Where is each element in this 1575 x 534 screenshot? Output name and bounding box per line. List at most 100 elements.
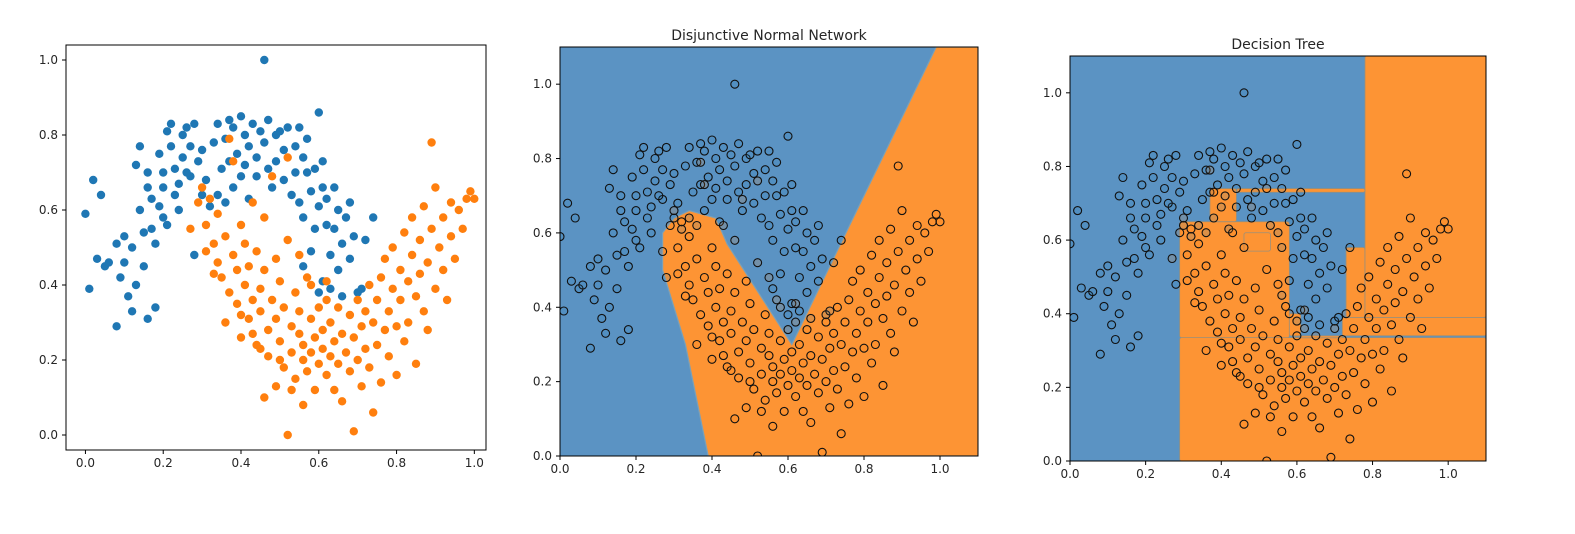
data-point (1273, 154, 1283, 164)
data-point (768, 235, 778, 245)
y-tick-label: 0.0 (1043, 454, 1062, 468)
data-point (734, 187, 744, 197)
data-point (1417, 323, 1427, 334)
data-point (1390, 298, 1400, 308)
data-point (209, 239, 218, 248)
data-point (1167, 253, 1177, 264)
data-point (229, 157, 238, 166)
y-tick-label: 0.2 (39, 353, 58, 367)
data-point (764, 328, 774, 338)
plot-area (1070, 56, 1486, 461)
data-point (225, 288, 234, 297)
data-point (893, 246, 903, 257)
data-point (186, 224, 195, 233)
data-point (1243, 379, 1253, 389)
data-point (1296, 353, 1306, 363)
data-point (692, 339, 702, 350)
data-point (1277, 426, 1287, 437)
data-point (1159, 183, 1170, 194)
data-point (1326, 360, 1336, 370)
data-point (783, 325, 793, 335)
data-point (271, 157, 281, 166)
data-point (178, 130, 187, 140)
data-point (1144, 250, 1154, 260)
data-point (1288, 253, 1298, 264)
data-point (1239, 294, 1249, 304)
data-point (1228, 323, 1238, 334)
data-point (867, 250, 877, 260)
x-tick-label: 0.6 (309, 456, 328, 470)
data-point (829, 328, 839, 338)
data-point (217, 273, 226, 282)
data-point (783, 131, 793, 141)
data-point (1315, 357, 1325, 367)
data-point (791, 391, 801, 402)
data-point (384, 307, 393, 316)
data-point (1205, 316, 1215, 326)
data-point (1220, 161, 1230, 172)
data-point (345, 198, 355, 207)
axes-frame (559, 46, 979, 457)
data-point (760, 395, 770, 405)
x-tick-label: 0.8 (387, 456, 406, 470)
data-point (696, 139, 706, 149)
data-point (299, 355, 308, 365)
data-point (749, 325, 759, 335)
data-point (450, 254, 460, 263)
data-point (369, 213, 378, 222)
data-point (229, 183, 238, 192)
data-point (236, 112, 246, 121)
data-point (446, 232, 456, 241)
data-point (1413, 294, 1423, 304)
data-point (337, 397, 347, 406)
data-point (593, 280, 603, 290)
data-point (1182, 250, 1192, 260)
data-point (400, 337, 409, 346)
data-point (256, 284, 265, 293)
data-point (1318, 375, 1328, 385)
x-tick-label: 0.2 (154, 456, 173, 470)
y-tick-label: 0.8 (39, 128, 58, 142)
data-point (1216, 338, 1226, 348)
data-point (734, 139, 744, 149)
data-point (768, 284, 778, 294)
x-tick-label: 0.6 (1287, 467, 1306, 481)
data-point (1311, 235, 1321, 245)
data-point (741, 336, 751, 346)
data-point (1216, 360, 1226, 370)
data-point (707, 243, 717, 253)
x-tick-label: 0.0 (1060, 467, 1079, 481)
data-point (1322, 393, 1332, 403)
data-point (240, 130, 250, 140)
data-point (318, 325, 327, 335)
data-point (650, 176, 660, 186)
data-point (878, 380, 888, 390)
data-point (1269, 172, 1279, 183)
data-point (1330, 382, 1340, 392)
y-tick-label: 0.6 (1043, 233, 1062, 247)
data-point (1205, 165, 1215, 175)
data-point (1371, 294, 1381, 304)
data-point (1220, 191, 1230, 201)
data-point (787, 180, 797, 190)
data-point (912, 220, 922, 231)
data-point (446, 198, 456, 207)
data-point (1288, 412, 1298, 422)
data-point (688, 295, 698, 305)
data-point (1296, 371, 1306, 381)
data-point (722, 176, 732, 186)
data-point (194, 198, 203, 207)
region-class-1 (1300, 335, 1343, 339)
data-point (1159, 161, 1170, 172)
data-point (213, 190, 222, 200)
data-point (283, 153, 292, 162)
data-point (337, 292, 347, 301)
data-point (730, 414, 740, 424)
data-point (1228, 357, 1238, 367)
data-point (707, 332, 717, 342)
data-point (248, 329, 257, 338)
data-point (1114, 309, 1124, 319)
data-point (1076, 283, 1086, 293)
data-point (658, 165, 668, 175)
data-point (608, 165, 618, 175)
